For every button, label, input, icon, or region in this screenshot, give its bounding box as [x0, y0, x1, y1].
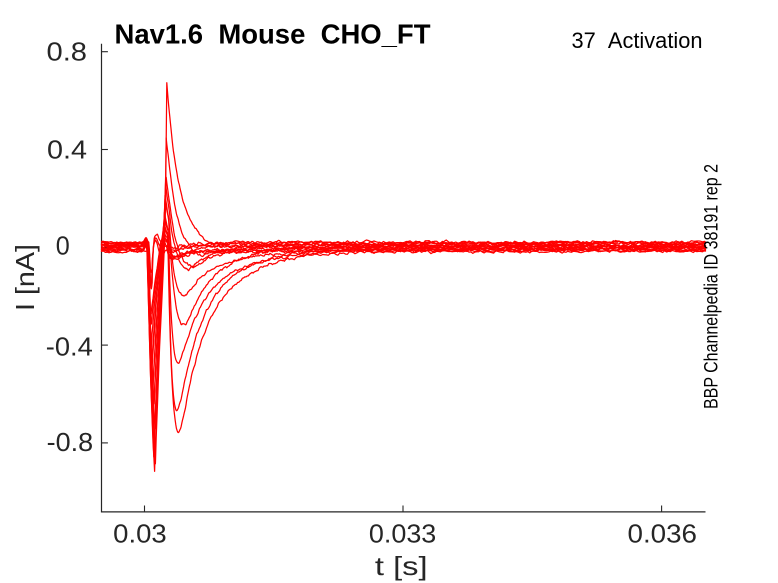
- svg-text:-0.4: -0.4: [46, 331, 93, 361]
- svg-text:0.033: 0.033: [369, 519, 436, 549]
- svg-text:t [s]: t [s]: [375, 551, 428, 581]
- svg-text:0.036: 0.036: [628, 519, 698, 549]
- svg-text:0.8: 0.8: [47, 36, 88, 66]
- svg-text:0: 0: [56, 231, 70, 261]
- svg-text:0.4: 0.4: [47, 134, 87, 164]
- svg-text:0.03: 0.03: [113, 519, 167, 549]
- svg-text:-0.8: -0.8: [47, 427, 94, 457]
- svg-text:Nav1.6 Mouse CHO_FT: Nav1.6 Mouse CHO_FT: [115, 19, 431, 50]
- svg-text:BBP Channelpedia ID 38191 rep: BBP Channelpedia ID 38191 rep 2: [701, 164, 723, 409]
- svg-text:37 Activation: 37 Activation: [572, 28, 703, 53]
- svg-text:I [nA]: I [nA]: [10, 244, 40, 311]
